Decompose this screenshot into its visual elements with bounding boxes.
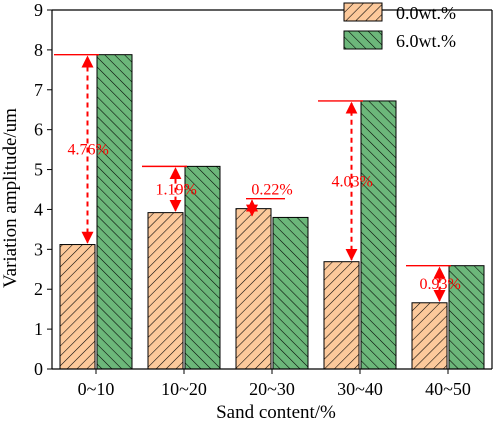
y-tick-label-3: 3 xyxy=(34,239,43,259)
y-tick-label-4: 4 xyxy=(34,199,43,219)
y-tick-label-2: 2 xyxy=(34,279,43,299)
bar-series-0-1 xyxy=(147,212,184,370)
annotation-label-3: 4.03% xyxy=(332,173,373,190)
bar-series-0-0 xyxy=(59,244,96,370)
bar-series-0-2 xyxy=(235,208,272,370)
y-tick-label-1: 1 xyxy=(34,319,43,339)
y-tick-label-5: 5 xyxy=(34,160,43,180)
y-tick-label-7: 7 xyxy=(34,80,43,100)
y-tick-label-6: 6 xyxy=(34,120,43,140)
y-tick-label-0: 0 xyxy=(34,359,43,379)
legend-swatch-0 xyxy=(343,2,383,22)
y-tick-label-9: 9 xyxy=(34,0,43,20)
bar-series-1-4 xyxy=(448,265,485,370)
x-tick-label-4: 40~50 xyxy=(425,379,471,399)
annotation-label-4: 0.93% xyxy=(420,276,461,293)
x-tick-label-1: 10~20 xyxy=(161,379,207,399)
legend-swatch-1 xyxy=(343,30,383,50)
bar-series-0-4 xyxy=(411,302,448,370)
bar-series-1-2 xyxy=(272,216,309,370)
difference-annotations: 4.76% 1.19% 0.22% 4.03% 0.93% xyxy=(54,53,461,302)
annotation-label-2: 0.22% xyxy=(251,182,292,199)
x-tick-label-0: 0~10 xyxy=(78,379,115,399)
y-tick-label-8: 8 xyxy=(34,40,43,60)
legend: 0.0wt.% 6.0wt.% xyxy=(343,2,456,51)
bar-series-1-3 xyxy=(360,100,397,370)
bars xyxy=(59,54,485,370)
annotation-label-1: 1.19% xyxy=(156,182,197,199)
x-axis-title: Sand content/% xyxy=(216,402,336,423)
annotation-label-0: 4.76% xyxy=(68,142,109,159)
legend-label-1: 6.0wt.% xyxy=(396,31,456,51)
bar-series-0-3 xyxy=(323,261,360,370)
x-tick-label-2: 20~30 xyxy=(249,379,295,399)
y-axis-title: Variation amplitude/um xyxy=(0,108,21,288)
x-tick-label-3: 30~40 xyxy=(337,379,383,399)
legend-label-0: 0.0wt.% xyxy=(396,3,456,23)
axes: 0~10 10~20 20~30 30~40 40~50 0 1 2 3 4 5 6 7 8 9 xyxy=(34,0,493,399)
bar-series-1-0 xyxy=(96,54,133,370)
